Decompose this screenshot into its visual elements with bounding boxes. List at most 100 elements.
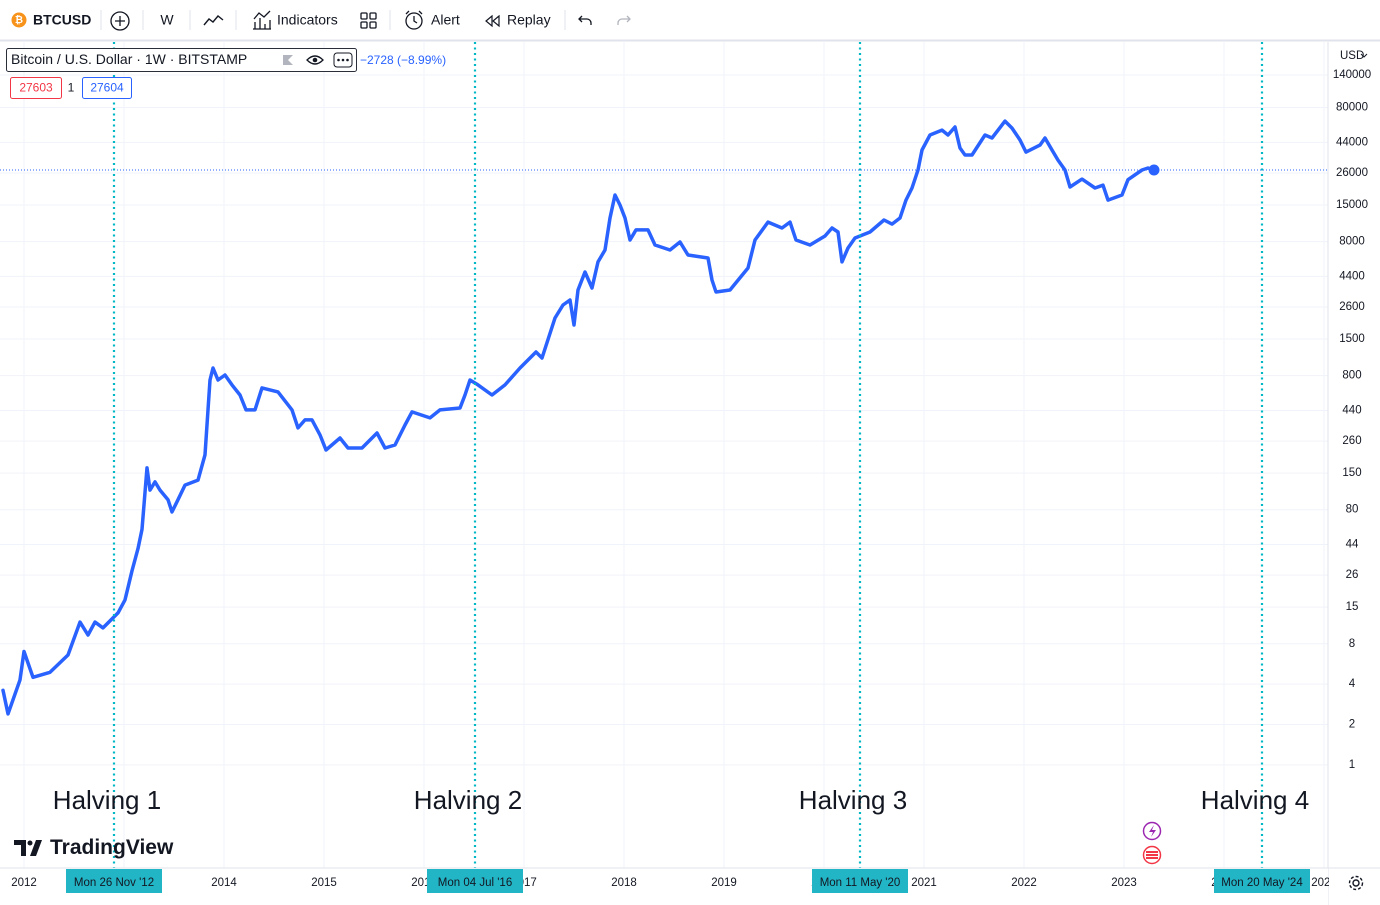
replay-icon	[485, 14, 500, 28]
event-icons[interactable]	[1142, 821, 1162, 865]
last-price-dot	[1148, 164, 1160, 176]
chart-title: Bitcoin / U.S. Dollar · 1W · BITSTAMP	[11, 51, 247, 67]
halving-date-labels: Mon 26 Nov '12 Mon 04 Jul '16 Mon 11 May '…	[66, 869, 1310, 893]
toolbar	[0, 0, 1380, 40]
replay-button[interactable]: Replay	[485, 12, 551, 28]
x-tick-label: 2022	[1011, 877, 1037, 889]
y-tick-label: 260	[1342, 435, 1361, 447]
legend-box[interactable]	[6, 48, 357, 72]
x-tick-label: 2015	[311, 877, 337, 889]
gear-center	[1352, 879, 1360, 887]
interval-button[interactable]: W	[160, 12, 174, 28]
x-tick-label: 2019	[711, 877, 737, 889]
y-tick-label: 44	[1346, 539, 1359, 551]
indicators-button[interactable]: Indicators	[253, 10, 338, 30]
compare-button[interactable]	[110, 11, 130, 31]
y-tick-label: 8000	[1339, 236, 1365, 248]
alert-icon	[405, 12, 423, 30]
redo-button[interactable]	[617, 15, 631, 25]
price-line	[1, 119, 1156, 716]
y-tick-label: 440	[1342, 404, 1361, 416]
layout-cell	[369, 12, 377, 20]
layout-cell	[360, 12, 368, 20]
gear-teeth	[1348, 875, 1364, 891]
halving-label: Halving 4	[1201, 785, 1309, 815]
halving-date: Mon 11 May '20	[820, 877, 901, 889]
alert-label: Alert	[431, 12, 460, 28]
bid-price: 27603	[19, 81, 53, 95]
bitcoin-icon	[11, 12, 27, 28]
sell-button[interactable]	[10, 77, 62, 99]
chart-type-button[interactable]	[203, 15, 224, 26]
y-tick-label: 800	[1342, 370, 1361, 382]
settings-icon[interactable]	[1348, 875, 1364, 891]
more-frame	[333, 52, 353, 68]
y-tick-label: 80	[1346, 504, 1359, 516]
flag-icon[interactable]	[283, 55, 293, 65]
y-tick-label: 26000	[1336, 167, 1368, 179]
settings-panel	[1329, 869, 1380, 905]
y-tick-label: 150	[1342, 467, 1361, 479]
replay-label: Replay	[507, 12, 551, 28]
brand-name: TradingView	[50, 836, 174, 859]
y-tick-label: 26	[1346, 569, 1359, 581]
halving-label: Halving 2	[414, 785, 522, 815]
buy-button[interactable]	[82, 77, 132, 99]
x-tick-label: 2023	[1111, 877, 1137, 889]
x-tick-label: 2014	[211, 877, 237, 889]
price-change: −2728 (−8.99%)	[360, 53, 446, 67]
brand[interactable]: TradingView	[14, 836, 174, 859]
brand-logo-dot	[27, 840, 33, 846]
compare-plus	[115, 16, 125, 26]
halving-date-box	[66, 869, 162, 893]
y-tick-label: 1	[1349, 759, 1355, 771]
y-tick-label: 140000	[1333, 69, 1371, 81]
indicators-icon	[253, 10, 271, 30]
event-flag	[1146, 851, 1158, 859]
visibility-icon[interactable]	[306, 55, 324, 65]
halving-date: Mon 26 Nov '12	[74, 877, 154, 889]
x-tick-label: 2021	[911, 877, 937, 889]
y-tick-label: 4400	[1339, 270, 1365, 282]
halving-date-box	[1214, 869, 1310, 893]
alert-hands	[405, 10, 423, 24]
y-tick-label: 2	[1349, 719, 1355, 731]
halving-label: Halving 1	[53, 785, 161, 815]
y-tick-label: 15	[1346, 601, 1359, 613]
y-tick-label: 8	[1349, 638, 1355, 650]
price-axis-panel	[1328, 42, 1380, 905]
brand-logo	[14, 840, 42, 856]
plot: Halving 1 Halving 2 Halving 3 Halving 4	[0, 42, 1328, 868]
undo-button[interactable]	[578, 15, 592, 25]
time-axis-panel	[0, 868, 1328, 905]
y-tick-label: 1500	[1339, 333, 1365, 345]
visibility-pupil	[312, 57, 318, 63]
x-tick-label: 2012	[11, 877, 37, 889]
symbol-button[interactable]: ₿ BTCUSD	[11, 12, 92, 28]
ask-price: 27604	[90, 81, 124, 95]
event-bolt	[1149, 825, 1156, 837]
currency-chevron	[1360, 53, 1368, 58]
halving-date: Mon 20 May '24	[1221, 877, 1303, 889]
halving-date-box	[427, 869, 523, 893]
event-flag-stripes	[1146, 853, 1158, 857]
currency[interactable]: USD	[1340, 50, 1364, 62]
alert-button[interactable]: Alert	[405, 10, 460, 30]
layout-cell	[360, 21, 368, 29]
layouts-button[interactable]	[360, 12, 377, 29]
y-tick-label: 80000	[1336, 102, 1368, 114]
symbol: BTCUSD	[33, 12, 91, 28]
halving-label: Halving 3	[799, 785, 907, 815]
y-tick-label: 2600	[1339, 301, 1365, 313]
y-tick-label: 4	[1349, 678, 1356, 690]
y-axis: 1 2 4 8 15 26 44 80 150 260 440 800 1500 2600 4400 8000…	[1333, 69, 1371, 771]
spread: 1	[68, 81, 75, 95]
halving-date: Mon 04 Jul '16	[438, 877, 512, 889]
y-tick-label: 15000	[1336, 199, 1368, 211]
dot	[337, 58, 340, 62]
indicators-label: Indicators	[277, 12, 338, 28]
more-button[interactable]	[333, 52, 353, 68]
layout-cell	[369, 21, 377, 29]
